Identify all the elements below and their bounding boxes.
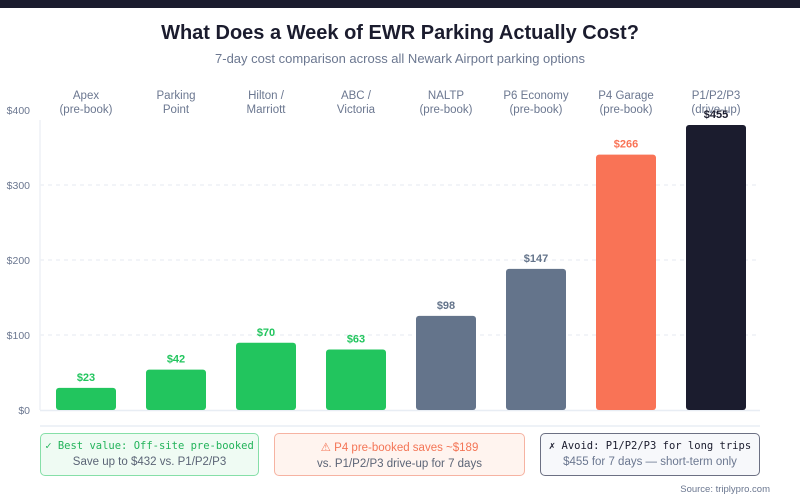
warning-icon: ⚠ — [320, 442, 331, 454]
category-label: Point — [163, 104, 190, 116]
callout-avoid: ✗ Avoid: P1/P2/P3 for long trips $455 fo… — [540, 433, 760, 476]
y-tick-label: $200 — [7, 255, 31, 267]
category-label: (pre-book) — [509, 104, 562, 116]
bar-value-label: $266 — [614, 139, 638, 151]
category-label: P4 Garage — [598, 90, 654, 102]
bar-value-label: $70 — [257, 327, 275, 339]
callout-best-value-headline: ✓ Best value: Off-site pre-booked — [45, 440, 254, 452]
top-bar — [0, 0, 800, 8]
bar-value-label: $455 — [704, 109, 728, 121]
bar — [596, 154, 656, 410]
category-label: Parking — [157, 90, 196, 102]
y-tick-label: $100 — [7, 330, 31, 342]
category-labels: Apex (pre-book) Parking Point Hilton / Marrio… — [59, 90, 740, 116]
category-label: ABC / — [341, 90, 372, 102]
bar — [326, 349, 386, 410]
cross-icon: ✗ — [548, 440, 556, 452]
bar-value-label: $23 — [77, 372, 95, 384]
category-label: NALTP — [428, 90, 465, 102]
chart-title: What Does a Week of EWR Parking Actually… — [161, 22, 639, 44]
callout-avoid-detail: $455 for 7 days — short-term only — [563, 456, 737, 468]
category-label: (drive-up) — [691, 104, 740, 116]
callout-p4-savings-detail: vs. P1/P2/P3 drive-up for 7 days — [317, 458, 482, 470]
category-label: Apex — [73, 90, 99, 102]
bars — [56, 125, 746, 410]
bar-value-label: $63 — [347, 334, 365, 346]
category-label: Marriott — [247, 104, 287, 116]
bar-value-label: $147 — [524, 253, 548, 265]
callout-best-value: ✓ Best value: Off-site pre-booked Save u… — [40, 433, 259, 476]
y-tick-label: $400 — [7, 105, 31, 117]
bar-chart: $0 $100 $200 $300 $400 Apex (pre-book) Parking… — [7, 90, 760, 427]
value-labels: $23 $42 $70 $63 $98 $147 $266 $455 — [77, 109, 728, 384]
bar — [506, 268, 566, 410]
callout-best-value-detail: Save up to $432 vs. P1/P2/P3 — [72, 456, 227, 468]
y-axis: $0 $100 $200 $300 $400 — [7, 105, 760, 427]
category-label: (pre-book) — [599, 104, 652, 116]
category-label: (pre-book) — [419, 104, 472, 116]
callout-p4-savings: ⚠ P4 pre-booked saves ~$189 vs. P1/P2/P3… — [274, 433, 525, 476]
chart-subtitle: 7-day cost comparison across all Newark … — [215, 51, 585, 66]
category-label: P1/P2/P3 — [692, 90, 741, 102]
y-tick-label: $300 — [7, 180, 31, 192]
source-credit: Source: triplypro.com — [680, 484, 770, 495]
category-label: (pre-book) — [59, 104, 112, 116]
category-label: Hilton / — [248, 90, 285, 102]
bar — [146, 369, 206, 410]
category-label: Victoria — [337, 104, 376, 116]
y-tick-label: $0 — [18, 405, 30, 417]
callout-p4-savings-headline: ⚠ P4 pre-booked saves ~$189 — [320, 442, 479, 454]
check-icon: ✓ — [45, 440, 52, 452]
bar-value-label: $98 — [437, 300, 455, 312]
bar — [686, 125, 746, 410]
bar — [56, 387, 116, 410]
category-label: P6 Economy — [503, 90, 568, 102]
bar-value-label: $42 — [167, 354, 185, 366]
callouts: ✓ Best value: Off-site pre-booked Save u… — [40, 433, 760, 477]
callout-avoid-headline: ✗ Avoid: P1/P2/P3 for long trips — [548, 440, 752, 452]
bar — [236, 342, 296, 410]
bar — [416, 315, 476, 410]
